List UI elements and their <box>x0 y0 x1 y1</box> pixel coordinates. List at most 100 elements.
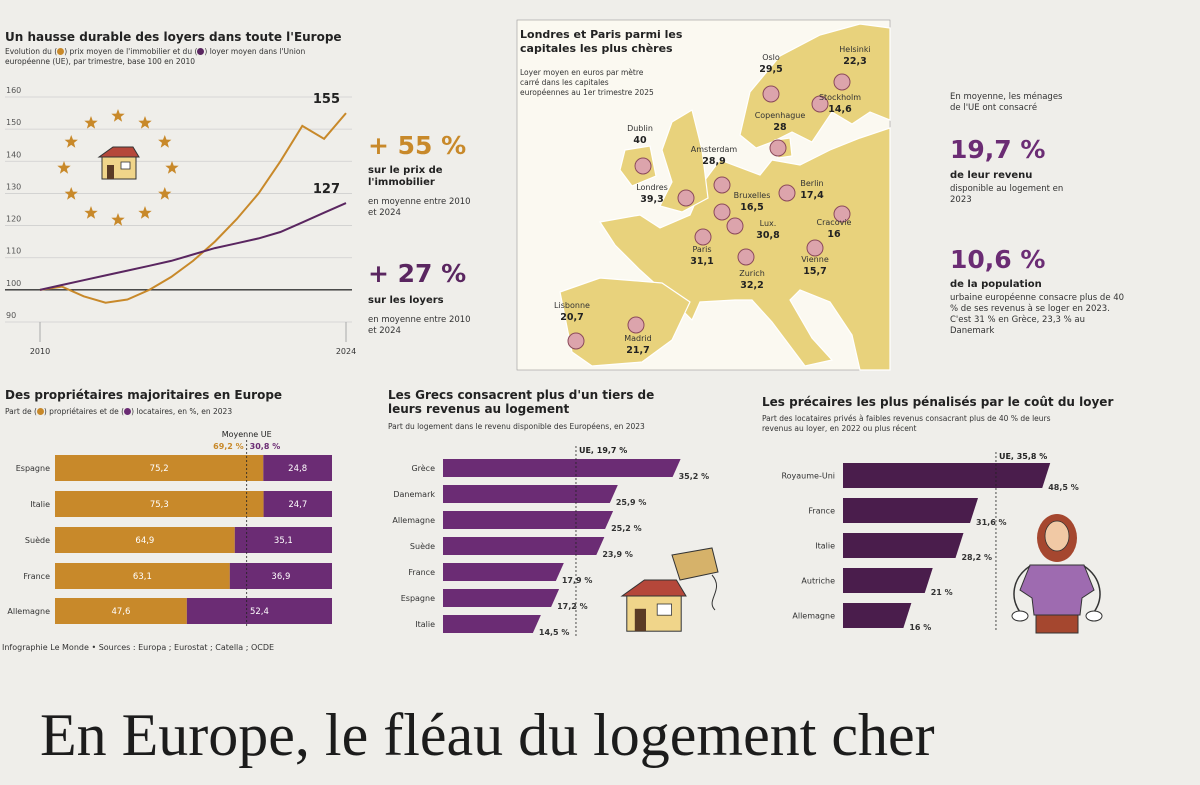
y-tick-label: Italie <box>415 620 435 629</box>
chart-subtitle: Part du logement dans le revenu disponib… <box>388 422 645 431</box>
y-tick-label: Italie <box>30 500 50 509</box>
data-label: 25,2 % <box>611 524 642 533</box>
star-icon <box>64 135 78 148</box>
trousers <box>1035 614 1079 634</box>
y-tick-label: Autriche <box>801 577 835 586</box>
x-tick-label: 2024 <box>336 347 356 356</box>
legend-dot <box>57 48 65 55</box>
subtitle-part: Evolution du ( <box>5 47 58 56</box>
data-label: 31,6 % <box>976 518 1007 527</box>
source: Infographie Le Monde • Sources : Europa … <box>2 643 275 652</box>
city-dot <box>833 205 851 223</box>
city-value: 31,1 <box>690 256 713 267</box>
subtitle-part: ) propriétaires et de ( <box>43 407 125 416</box>
city-name: Bruxelles <box>734 191 771 200</box>
city-dot <box>769 139 787 157</box>
bar-segment <box>263 491 332 517</box>
legend-dot <box>36 408 44 415</box>
end-label: 127 <box>313 182 340 197</box>
data-label: 28,2 % <box>961 553 992 562</box>
stat-label: sur le prix de l'immobilier <box>368 165 443 188</box>
city-value: 39,3 <box>640 194 663 205</box>
stat-note: en moyenne entre 2010 et 2024 <box>368 197 471 218</box>
y-tick-label: 100 <box>6 279 21 288</box>
house-window <box>656 603 673 616</box>
y-tick-label: France <box>408 568 435 577</box>
data-label: 35,1 <box>274 536 293 546</box>
bar <box>843 463 1051 488</box>
bar-segment <box>263 455 332 481</box>
chart-title: Les Grecs consacrent plus d'un tiers de … <box>388 388 655 416</box>
star-icon <box>57 161 71 174</box>
y-tick-label: Royaume-Uni <box>781 472 835 481</box>
house-door <box>107 165 114 179</box>
stat-value: + 27 % <box>368 259 467 288</box>
city-dot <box>567 332 585 350</box>
fact-intro: En moyenne, les ménages de l'UE ont cons… <box>950 92 1063 113</box>
chart-title: Des propriétaires majoritaires en Europe <box>5 388 283 402</box>
data-label: 17,2 % <box>557 602 588 611</box>
city-dot <box>694 228 712 246</box>
data-label: 75,3 <box>150 500 169 510</box>
city-name: Copenhague <box>755 111 806 120</box>
bar <box>443 615 541 633</box>
city-dot <box>762 85 780 103</box>
house-door <box>634 608 646 632</box>
city-name: Oslo <box>762 53 780 62</box>
city-name: Lisbonne <box>554 301 590 310</box>
bar-segment <box>55 598 187 624</box>
city-value: 14,6 <box>828 104 852 115</box>
bar <box>443 459 681 477</box>
bar-segment <box>55 491 264 517</box>
city-name: Londres <box>636 183 668 192</box>
city-dot <box>713 176 731 194</box>
city-value: 17,4 <box>800 190 824 201</box>
bar <box>843 533 964 558</box>
city-value: 16 <box>827 229 841 240</box>
stat-note: en moyenne entre 2010 et 2024 <box>368 315 471 336</box>
city-value: 40 <box>633 135 647 146</box>
x-tick-label: 2010 <box>30 347 50 356</box>
city-value: 30,8 <box>756 230 780 241</box>
y-tick-label: Suède <box>410 541 435 551</box>
star-icon <box>158 135 172 148</box>
bar <box>443 485 618 503</box>
bar <box>443 563 564 581</box>
y-tick-label: 110 <box>6 247 21 256</box>
arm <box>1083 565 1101 613</box>
bar-segment <box>55 527 235 553</box>
stat-value: + 55 % <box>368 131 467 160</box>
data-label: 52,4 <box>250 607 269 617</box>
data-label: 64,9 <box>135 536 154 546</box>
bar <box>443 537 605 555</box>
star-icon <box>158 187 172 200</box>
average-label: Moyenne UE <box>222 430 272 439</box>
stat-label: sur les loyers <box>368 295 444 306</box>
city-value: 21,7 <box>626 345 649 356</box>
reference-label: UE, 19,7 % <box>579 446 627 455</box>
average-value: 69,2 % <box>213 442 244 451</box>
house-roof <box>97 146 140 158</box>
house-window <box>120 161 131 170</box>
line-series <box>39 112 347 304</box>
bar <box>443 511 614 529</box>
city-value: 20,7 <box>560 312 583 323</box>
y-tick-label: Suède <box>25 535 50 545</box>
map-land <box>659 109 709 213</box>
end-label: 155 <box>313 92 340 107</box>
pocket <box>1011 610 1029 622</box>
bar <box>443 589 560 607</box>
city-name: Stockholm <box>819 93 861 102</box>
city-name: Amsterdam <box>691 145 738 154</box>
headline: En Europe, le fléau du logement cher <box>40 702 935 768</box>
star-icon <box>138 206 152 219</box>
y-tick-label: 160 <box>6 86 21 95</box>
data-label: 24,8 <box>288 464 307 474</box>
data-label: 75,2 <box>150 464 169 474</box>
bar-segment <box>186 598 332 624</box>
star-icon <box>64 187 78 200</box>
data-label: 14,5 % <box>539 628 570 637</box>
city-dot <box>833 73 851 91</box>
